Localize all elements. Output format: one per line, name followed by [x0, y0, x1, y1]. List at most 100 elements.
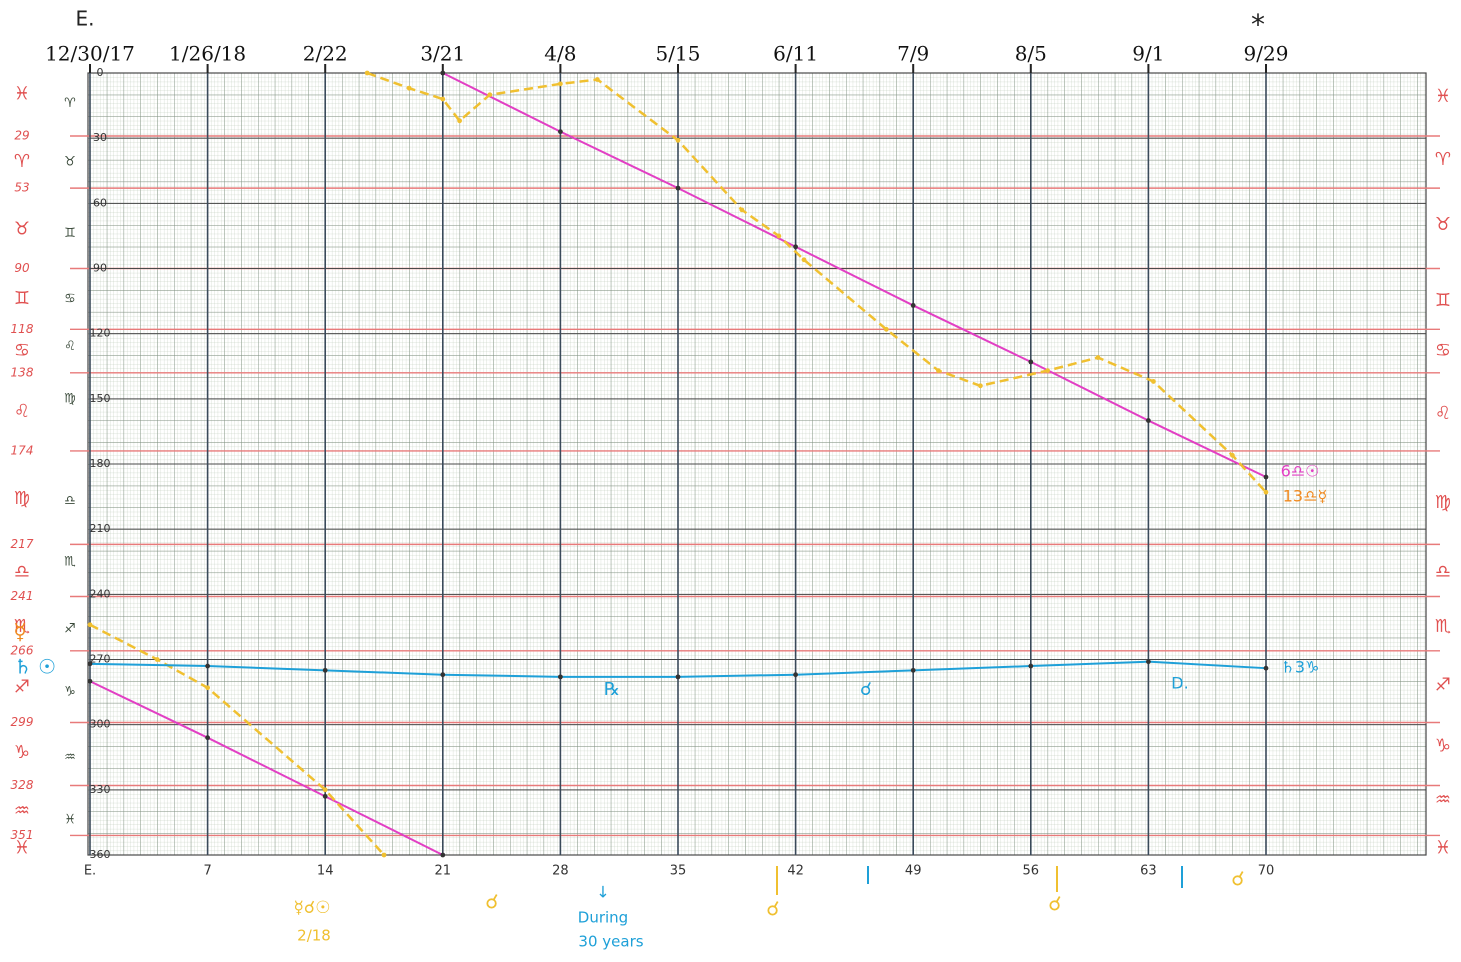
sign-glyph: ♊ [14, 288, 30, 309]
sign-glyph: ♊ [1435, 290, 1451, 311]
sign-glyph: ♉ [14, 218, 30, 239]
x-tick-label: 42 [787, 864, 804, 879]
series-line [442, 72, 1267, 478]
sign-glyph: ♓ [14, 837, 30, 858]
sign-glyph: ♓ [64, 813, 76, 828]
y-tick-label: 180 [90, 457, 111, 470]
y-tick-label: 270 [90, 653, 111, 666]
x-tick-label: 63 [1140, 864, 1157, 879]
data-point [739, 207, 745, 213]
data-point [440, 672, 446, 678]
data-point [1263, 489, 1269, 495]
series-line [89, 680, 444, 856]
sign-glyph: ♈ [1435, 149, 1451, 170]
data-point [594, 77, 600, 82]
sign-glyph: ♑ [14, 742, 30, 763]
data-point [675, 137, 681, 143]
y-tick-label: 0 [97, 66, 104, 79]
sign-glyph: ♈ [64, 96, 76, 111]
data-point [457, 118, 462, 124]
annotation: ♄ ☉ [14, 655, 56, 679]
sign-line-label: 241 [11, 589, 34, 603]
data-point [364, 70, 370, 76]
annotation: ☌ [485, 890, 498, 914]
x-tick-label: 56 [1023, 864, 1040, 879]
x-tick-label: 28 [552, 864, 569, 879]
sign-line-label: 118 [11, 322, 34, 336]
data-point [793, 672, 798, 678]
data-point [675, 674, 681, 680]
data-point [558, 81, 563, 87]
sign-glyph: ♌ [1435, 403, 1451, 424]
annotation: ♄3♑ [1281, 658, 1320, 677]
annotation: ↓ [596, 883, 609, 902]
data-point [205, 663, 211, 669]
annotation: ☌ [1231, 867, 1244, 891]
data-point [154, 657, 160, 662]
sign-glyph: ♎ [64, 493, 76, 508]
x2-tick-label: 3/21 [420, 42, 465, 66]
data-point [205, 685, 211, 691]
y-tick-label: 360 [90, 848, 111, 861]
sign-line-label: 29 [14, 128, 29, 142]
x2-tick-label: 6/11 [773, 42, 818, 66]
data-point [406, 85, 412, 91]
annotation: 2/18 [297, 927, 331, 945]
sign-glyph: ♍ [64, 391, 76, 406]
sign-glyph: ♈ [14, 151, 30, 172]
sign-line-label: 328 [11, 778, 34, 792]
sign-glyph: ♏ [64, 554, 76, 569]
sign-glyph: ♏ [1435, 616, 1451, 637]
data-point [558, 674, 563, 680]
sign-glyph: ♑ [1435, 735, 1451, 756]
sign-glyph: ♓ [1435, 86, 1451, 107]
x2-tick-label: 2/22 [303, 42, 348, 66]
x-tick-label: 21 [435, 864, 452, 879]
annotation: 30 years [578, 933, 643, 951]
sign-line-label: 266 [11, 643, 34, 657]
sign-glyph: ♋ [64, 291, 76, 306]
sign-glyph: ♍ [14, 488, 30, 509]
data-point [1146, 659, 1151, 665]
annotation: * [1251, 8, 1265, 41]
x2-tick-label: 12/30/17 [45, 42, 135, 66]
data-point [440, 96, 446, 102]
sign-glyph: ♌ [14, 401, 30, 422]
y-tick-label: 90 [93, 262, 107, 275]
data-point [558, 129, 563, 135]
x2-tick-label: 4/8 [544, 42, 576, 66]
sign-glyph: ♐ [64, 622, 76, 637]
data-point [487, 92, 493, 98]
sign-glyph: ♓ [14, 84, 30, 105]
sign-glyph: ♒ [14, 801, 30, 822]
sign-glyph: ♍ [1435, 492, 1451, 513]
data-point [675, 185, 681, 191]
y-tick-label: 210 [90, 522, 111, 535]
x-tick-label: 70 [1258, 864, 1275, 879]
sign-glyph: ♎ [14, 562, 30, 583]
annotation: During [578, 909, 628, 927]
data-point [883, 326, 889, 332]
annotation: D. [1171, 674, 1188, 693]
data-point [322, 793, 328, 799]
y-tick-label: 30 [93, 131, 107, 144]
annotation: 13♎☿ [1283, 487, 1328, 506]
y-tick-label: 150 [90, 392, 111, 405]
data-point [205, 735, 211, 741]
data-point [1095, 355, 1101, 360]
sign-glyph: ♋ [1435, 340, 1451, 361]
data-point [1028, 359, 1034, 365]
y-tick-label: 300 [90, 718, 111, 731]
sign-line-label: 217 [11, 537, 34, 551]
data-point [1263, 665, 1269, 671]
sign-line-label: 299 [11, 715, 34, 729]
data-point [440, 852, 446, 858]
sign-glyph: ♊ [64, 226, 76, 241]
sign-glyph: ♒ [64, 750, 76, 765]
data-point [1045, 368, 1050, 373]
x-tick-label: 35 [670, 864, 687, 879]
data-point [381, 852, 387, 858]
annotation: ☌ [766, 897, 779, 921]
